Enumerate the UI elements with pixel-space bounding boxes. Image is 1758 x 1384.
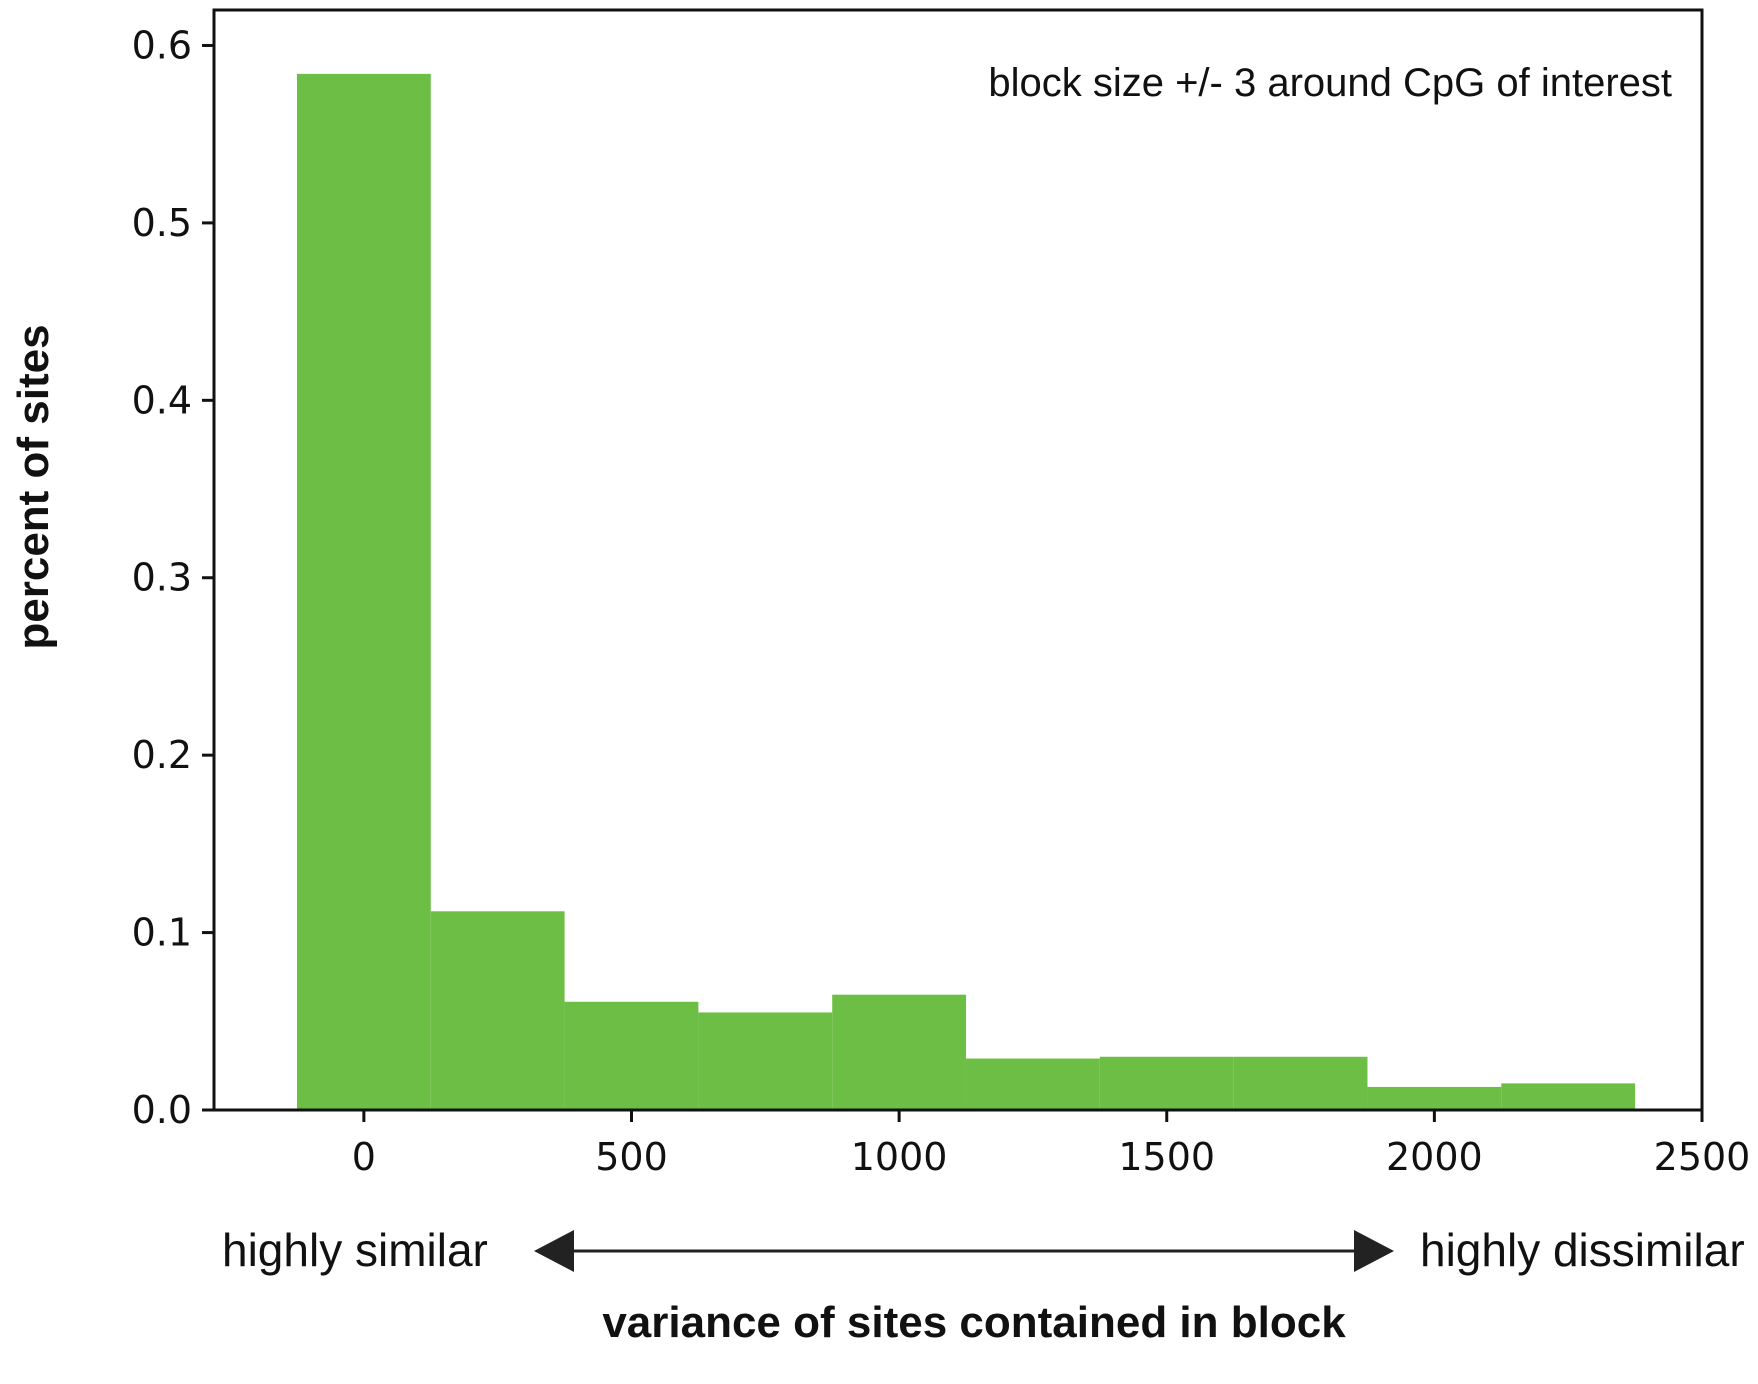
arrow-head-right-icon [1354,1230,1394,1272]
y-tick-label: 0.4 [132,378,192,422]
histogram-bar [296,73,431,1110]
x-axis-ticks: 0 500 1000 1500 2000 2500 [352,1110,1751,1179]
x-tick-label: 1500 [1118,1135,1215,1179]
histogram-bar [1099,1056,1234,1110]
histogram-bar [1233,1056,1368,1110]
x-tick-label: 500 [595,1135,668,1179]
highly-dissimilar-label: highly dissimilar [1420,1224,1745,1276]
histogram-bar [1501,1083,1636,1110]
x-tick-label: 2500 [1654,1135,1751,1179]
histogram-bar [698,1012,833,1110]
chart-annotation: block size +/- 3 around CpG of interest [988,61,1672,105]
plot-frame [212,8,1704,1112]
y-tick-label: 0.6 [132,23,192,67]
x-tick-label: 2000 [1386,1135,1483,1179]
bars-group [296,73,1636,1110]
histogram-bar [832,994,967,1110]
histogram-bar [564,1001,699,1110]
similarity-arrow [534,1230,1394,1272]
histogram-bar [1367,1086,1502,1110]
y-axis-ticks: 0.0 0.1 0.2 0.3 0.4 0.5 0.6 [132,23,214,1132]
x-tick-label: 1000 [851,1135,948,1179]
y-axis-title: percent of sites [9,324,58,649]
y-tick-label: 0.2 [132,733,192,777]
histogram-bar [430,911,565,1110]
y-tick-label: 0.3 [132,556,192,600]
arrow-head-left-icon [534,1230,574,1272]
y-tick-label: 0.1 [132,911,192,955]
x-axis-title: variance of sites contained in block [602,1298,1346,1347]
histogram-bar [966,1058,1100,1110]
x-tick-label: 0 [352,1135,376,1179]
y-tick-label: 0.5 [132,201,192,245]
highly-similar-label: highly similar [222,1224,488,1276]
y-tick-label: 0.0 [132,1088,192,1132]
